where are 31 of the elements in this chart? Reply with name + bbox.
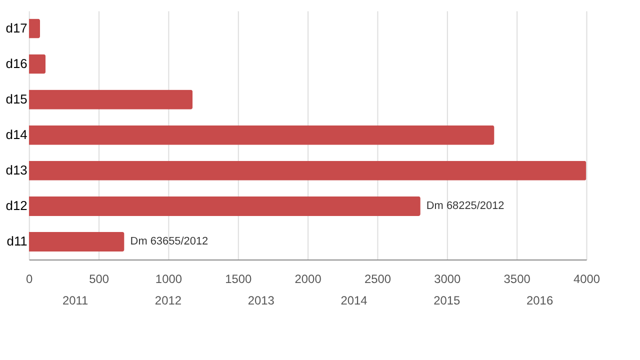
x-tick-label: 4000: [573, 272, 600, 286]
x-tick-label: 2000: [294, 272, 322, 286]
y-tick-label: d16: [6, 56, 28, 71]
y-tick-label: d12: [6, 198, 28, 214]
x-tick-label: 3000: [434, 272, 462, 286]
bar: [28, 54, 46, 74]
text: 2011: [62, 293, 89, 308]
x-tick-label: 1000: [155, 272, 182, 286]
annotation: Dm 68225/2012: [426, 200, 504, 212]
text: 2012: [154, 293, 182, 308]
bar: [28, 18, 40, 38]
text: 2016: [526, 293, 554, 308]
y-tick-label: d11: [6, 234, 28, 249]
text: 2014: [340, 293, 368, 308]
y-tick-label: d15: [6, 92, 28, 107]
text: 2013: [248, 293, 275, 308]
x-tick-label: 2500: [364, 272, 392, 286]
bar: [28, 232, 124, 252]
x-tick-label: 500: [89, 272, 110, 286]
bar: [28, 160, 586, 180]
text: 2015: [434, 293, 461, 308]
x-tick-label: 3500: [504, 272, 531, 286]
bar: [28, 90, 193, 110]
annotation: Dm 63655/2012: [130, 236, 208, 248]
x-tick-label: 0: [26, 272, 34, 286]
bar: [28, 125, 494, 145]
y-tick-label: d13: [6, 162, 28, 178]
x-tick-label: 1500: [225, 272, 252, 286]
y-tick-label: d14: [6, 127, 28, 142]
bar: [28, 196, 420, 216]
y-tick-label: d17: [6, 20, 28, 36]
